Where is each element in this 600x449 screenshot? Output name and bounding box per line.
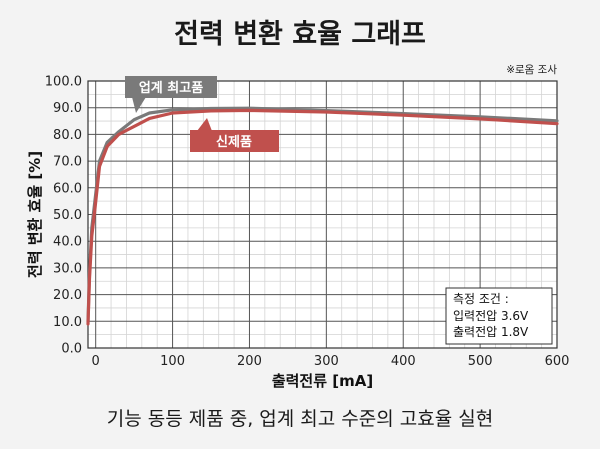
- y-tick-label: 70.0: [53, 155, 82, 170]
- legend-badge-1: [125, 76, 217, 98]
- legend-badge-2: [190, 130, 279, 152]
- x-axis-label: 출력전류 [mA]: [272, 372, 373, 390]
- conditions-line: 입력전압 3.6V: [453, 309, 529, 323]
- x-tick-label: 0: [92, 354, 100, 369]
- legend-pointer-1: [132, 97, 146, 113]
- y-tick-label: 60.0: [53, 181, 82, 196]
- legend-label-1: 업계 최고품: [139, 81, 203, 96]
- footnote: ※로옴 조사: [506, 64, 557, 76]
- y-tick-label: 0.0: [61, 342, 82, 357]
- legend-label-2: 신제품: [216, 135, 252, 150]
- y-tick-label: 20.0: [53, 288, 82, 303]
- y-axis-label: 전력 변환 효율 [%]: [26, 151, 44, 278]
- y-tick-label: 80.0: [53, 128, 82, 143]
- conditions-box: [445, 287, 553, 345]
- plot-frame: [87, 80, 558, 349]
- x-tick-label: 500: [468, 354, 493, 369]
- y-tick-label: 40.0: [53, 235, 82, 250]
- x-tick-label: 600: [545, 354, 570, 369]
- legend-pointer-2: [197, 118, 212, 131]
- x-tick-label: 300: [314, 354, 339, 369]
- y-tick-label: 30.0: [53, 261, 82, 276]
- conditions-line: 출력전압 1.8V: [453, 325, 529, 339]
- series-line-2: [86, 108, 559, 326]
- y-tick-label: 50.0: [53, 208, 82, 223]
- y-tick-label: 90.0: [53, 101, 82, 116]
- chart-title: 전력 변환 효율 그래프: [174, 19, 426, 50]
- x-tick-label: 400: [391, 354, 416, 369]
- conditions-heading: 측정 조건 :: [453, 292, 509, 306]
- y-tick-label: 100.0: [45, 75, 82, 90]
- x-tick-label: 100: [160, 354, 185, 369]
- chart-caption: 기능 동등 제품 중, 업계 최고 수준의 고효율 실현: [106, 408, 494, 430]
- y-tick-label: 10.0: [53, 315, 82, 330]
- x-tick-label: 200: [237, 354, 262, 369]
